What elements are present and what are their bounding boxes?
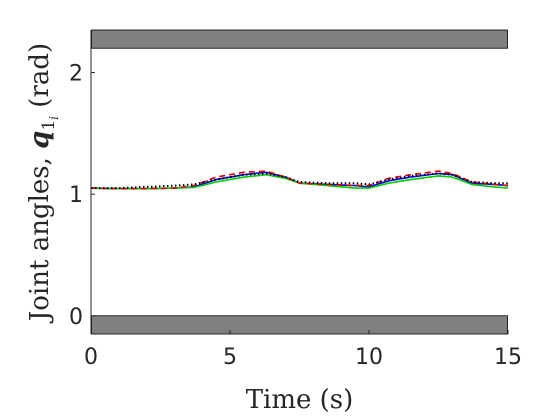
shaded-band-lower bbox=[91, 315, 508, 335]
series-line-3 bbox=[90, 170, 509, 190]
y-ticks: 0 1 2 bbox=[69, 62, 95, 330]
y-tick-label: 0 bbox=[69, 305, 83, 330]
x-tick-label: 5 bbox=[223, 345, 237, 370]
x-ticks: 0 5 10 15 bbox=[84, 330, 522, 370]
y-axis-label-subsubscript: i bbox=[47, 116, 61, 120]
x-tick-label: 0 bbox=[84, 345, 98, 370]
x-axis-label: Time (s) bbox=[246, 385, 354, 415]
x-tick-label: 15 bbox=[494, 345, 522, 370]
shaded-bands bbox=[91, 29, 508, 335]
y-axis-label-subscript: 1 bbox=[39, 120, 59, 131]
series-line-4 bbox=[91, 172, 508, 190]
series-line-1 bbox=[90, 171, 509, 190]
x-tick-label: 10 bbox=[355, 345, 383, 370]
y-axis-label-prefix: Joint angles, bbox=[25, 149, 55, 324]
y-tick-label: 2 bbox=[69, 62, 83, 87]
y-axis-label: Joint angles, q1i (rad) bbox=[25, 43, 61, 324]
series-line-2 bbox=[90, 173, 509, 190]
shaded-band-upper bbox=[91, 29, 508, 49]
data-lines bbox=[90, 170, 509, 190]
y-axis-label-symbol: q bbox=[25, 131, 55, 149]
y-axis-label-suffix: (rad) bbox=[25, 43, 55, 116]
y-tick-label: 1 bbox=[69, 183, 83, 208]
